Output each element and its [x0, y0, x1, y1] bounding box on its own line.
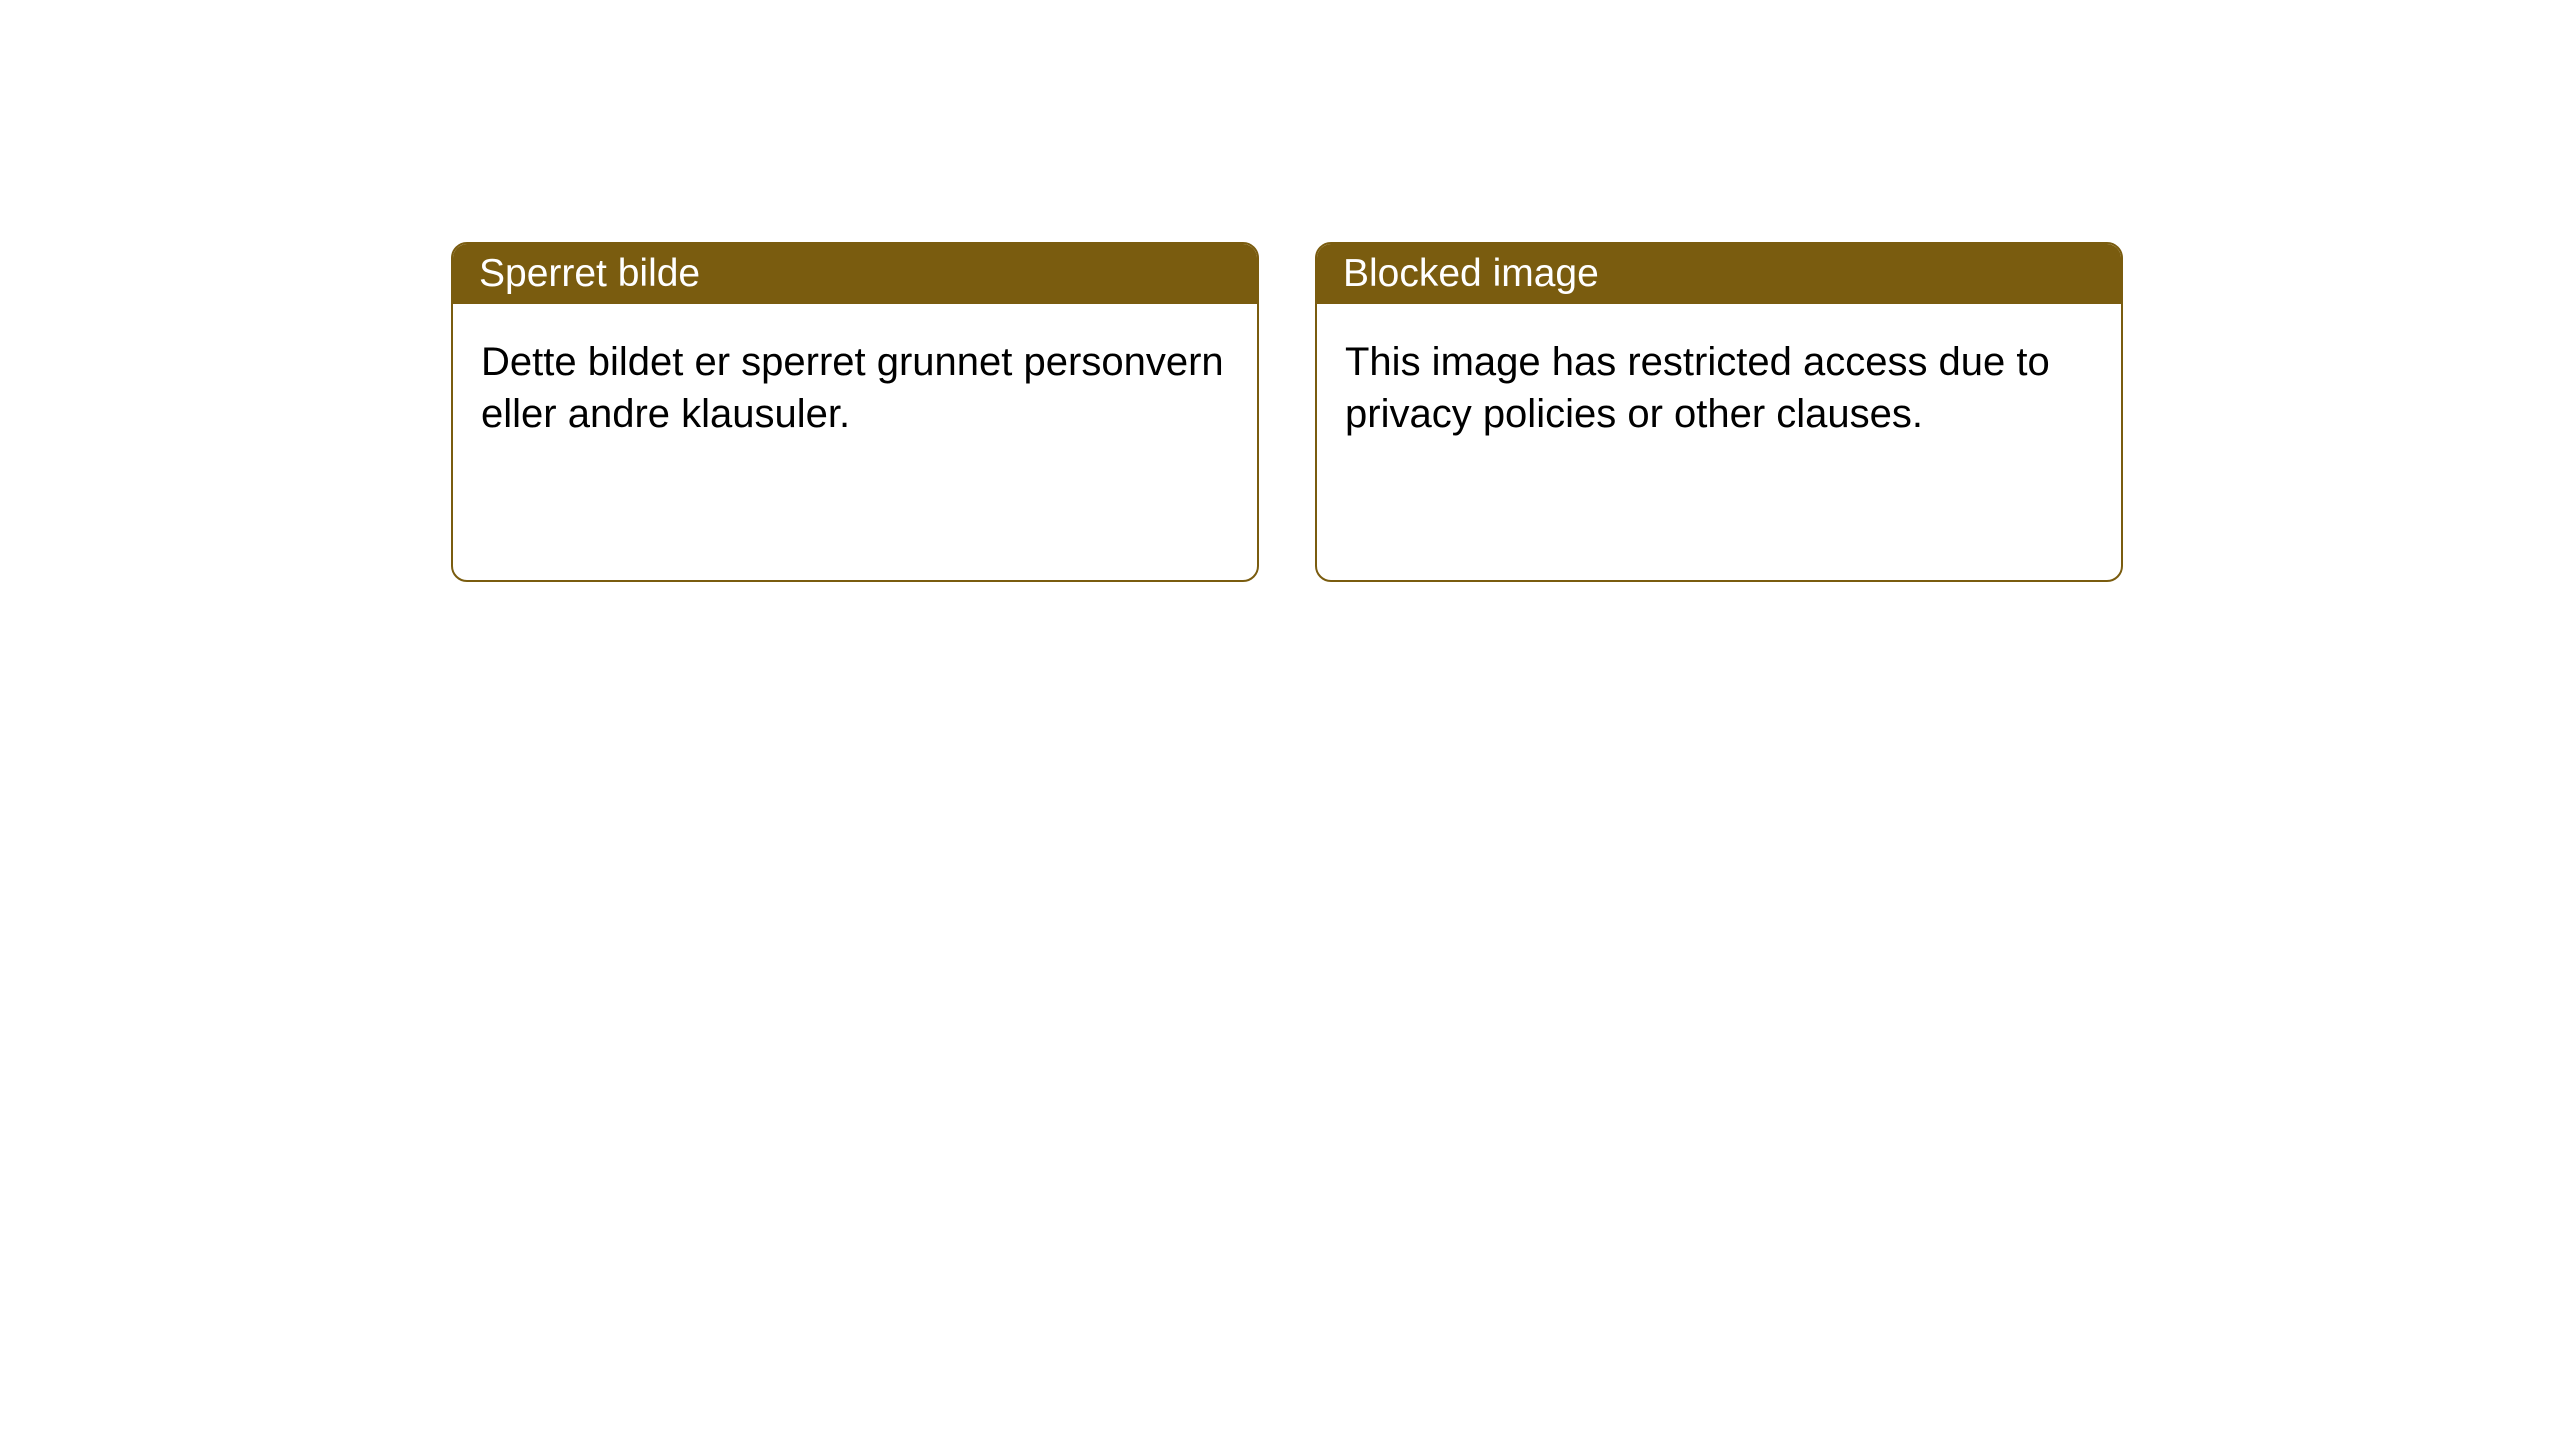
blocked-image-card-en: Blocked image This image has restricted … [1315, 242, 2123, 582]
card-header: Blocked image [1317, 244, 2121, 304]
notice-container: Sperret bilde Dette bildet er sperret gr… [451, 242, 2123, 582]
card-body: This image has restricted access due to … [1317, 304, 2121, 472]
card-message: Dette bildet er sperret grunnet personve… [481, 340, 1224, 436]
card-header: Sperret bilde [453, 244, 1257, 304]
card-title: Blocked image [1343, 252, 1599, 296]
card-title: Sperret bilde [479, 252, 700, 296]
card-message: This image has restricted access due to … [1345, 340, 2050, 436]
blocked-image-card-no: Sperret bilde Dette bildet er sperret gr… [451, 242, 1259, 582]
card-body: Dette bildet er sperret grunnet personve… [453, 304, 1257, 472]
